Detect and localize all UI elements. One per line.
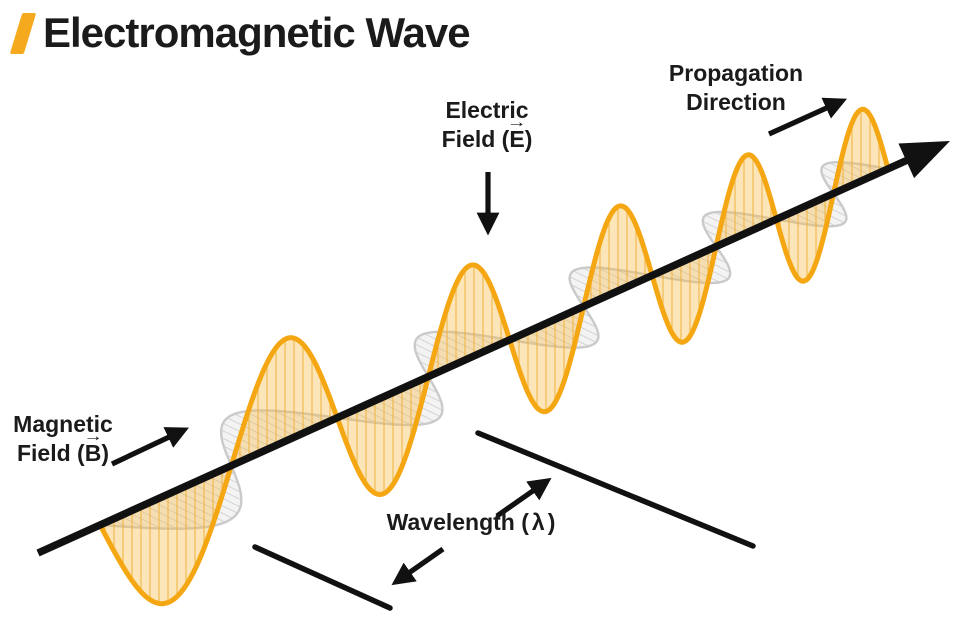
page-title: Electromagnetic Wave — [43, 9, 471, 56]
propagation-axis — [36, 141, 950, 557]
propagation-label-line1: Propagation — [668, 60, 804, 86]
magnetic-field-label-pre: Field ( — [16, 440, 85, 467]
wavelength-label-post: ) — [547, 509, 556, 535]
magnetic-field-label-post: ) — [101, 440, 110, 467]
electric-field-wave — [97, 106, 891, 607]
electric-field-letter: E — [509, 126, 525, 153]
wavelength-tick-left — [252, 544, 393, 611]
magnetic-field-letter: B — [84, 440, 102, 467]
electric-field-label: Electric Field (→ E) — [442, 96, 533, 155]
electric-field-label-line1: Electric — [445, 97, 529, 123]
magnetic-field-pointer-arrow — [110, 427, 189, 467]
title-bar: Electromagnetic Wave — [9, 9, 471, 57]
propagation-direction-arrow — [767, 97, 848, 137]
vector-arrow-icon: → — [83, 428, 103, 446]
wavelength-arrow-upper — [495, 477, 552, 519]
lambda-symbol: λ — [531, 509, 545, 535]
magnetic-field-label-line1: Magnetic — [13, 411, 113, 437]
wavelength-arrow-lower — [391, 546, 445, 586]
electric-field-vector: → E — [507, 115, 527, 154]
electric-field-label-line2: Field (→ E) — [441, 115, 533, 154]
magnetic-field-label-line2: Field (→ B) — [13, 429, 113, 468]
propagation-label-line2: Direction — [686, 89, 786, 116]
magnetic-field-label: Magnetic Field (→ B) — [13, 410, 113, 469]
vector-arrow-icon: → — [507, 114, 527, 132]
magnetic-field-vector: → B — [83, 429, 103, 468]
wavelength-label: Wavelength (λ) — [387, 508, 556, 537]
electric-field-label-pre: Field ( — [441, 126, 510, 153]
wavelength-label-pre: Wavelength ( — [386, 509, 529, 535]
annotation-arrows — [110, 97, 848, 611]
propagation-direction-label: Propagation Direction — [669, 59, 803, 118]
electric-field-label-post: ) — [524, 126, 533, 153]
wavelength-tick-right — [475, 430, 756, 549]
